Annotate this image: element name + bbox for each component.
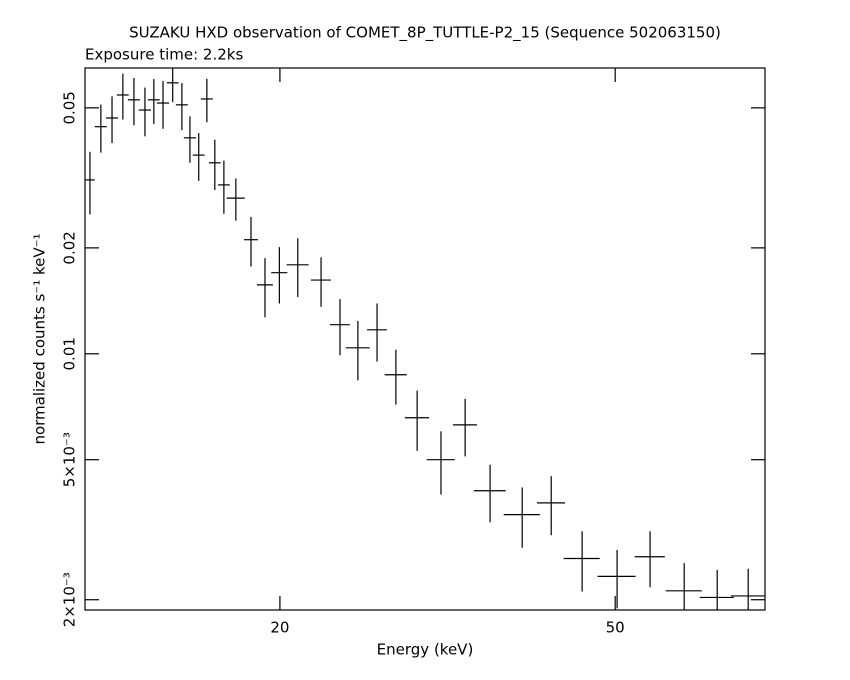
chart-subtitle: Exposure time: 2.2ks — [85, 46, 243, 64]
x-tick-label: 20 — [270, 619, 289, 637]
x-tick-label: 50 — [606, 619, 625, 637]
y-tick-label: 5×10⁻³ — [61, 432, 79, 487]
plot-frame — [84, 67, 766, 611]
x-axis-label: Energy (keV) — [377, 641, 474, 659]
y-tick-label: 0.01 — [61, 337, 79, 370]
data-layer — [85, 68, 765, 610]
chart-title: SUZAKU HXD observation of COMET_8P_TUTTL… — [129, 24, 721, 43]
y-tick-label: 2×10⁻³ — [61, 572, 79, 627]
y-axis-label: normalized counts s⁻¹ keV⁻¹ — [31, 233, 49, 444]
y-tick-label: 0.02 — [61, 231, 79, 264]
y-tick-label: 0.05 — [61, 91, 79, 124]
